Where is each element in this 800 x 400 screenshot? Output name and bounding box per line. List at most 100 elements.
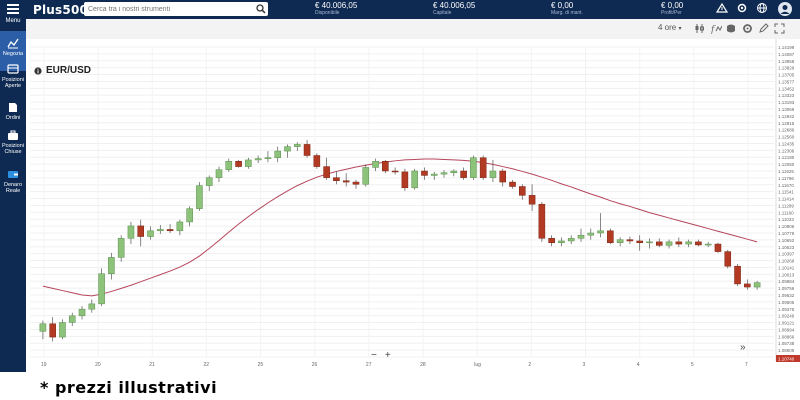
y-tick-label: 1.13323	[778, 93, 795, 98]
candle-body	[59, 322, 66, 338]
globe-icon[interactable]	[756, 2, 768, 14]
candle-body	[352, 181, 360, 185]
y-tick-label: 1.09884	[778, 279, 795, 284]
candle-body	[695, 241, 702, 246]
candle-body	[744, 283, 751, 288]
y-tick-label: 1.12306	[778, 148, 795, 153]
candle-body	[147, 230, 154, 237]
app-frame: Plus500 € 40.006,05 Disponibile € 40.006…	[0, 0, 800, 372]
timeframe-select[interactable]: 4 ore ▾	[658, 23, 681, 32]
search-input[interactable]	[84, 2, 268, 16]
candle-body	[362, 167, 370, 185]
x-tick-label: 28	[420, 362, 426, 368]
sidebar-item-label: Posizioni Aperte	[1, 77, 24, 89]
candle-body	[646, 241, 653, 244]
y-tick-label: 1.12180	[778, 155, 795, 160]
chart-toolbar: 4 ore ▾ f	[26, 19, 800, 39]
sidebar-item-label: Posizioni Chiuse	[1, 143, 24, 155]
y-tick-label: 1.13069	[778, 107, 795, 112]
scroll-right-button[interactable]: »	[740, 342, 746, 353]
account-avatar-icon[interactable]	[777, 1, 793, 17]
y-tick-label: 1.08738	[778, 341, 795, 346]
candle-body	[108, 257, 115, 274]
sidebar-item-open-positions[interactable]: Posizioni Aperte	[0, 57, 26, 97]
drawing-tools-icon[interactable]	[726, 23, 737, 34]
zoom-out-button[interactable]: −	[371, 350, 377, 361]
positions-icon	[7, 64, 19, 74]
candle-body	[714, 243, 722, 252]
candle-body	[577, 234, 585, 239]
sidebar-item-real-money[interactable]: Denaro Reale	[0, 162, 26, 202]
sidebar-item-label: Ordini	[5, 115, 21, 121]
x-tick-label: 27	[366, 362, 372, 368]
chart-type-icon[interactable]	[694, 23, 705, 34]
stat-value: € 0,00	[661, 1, 684, 10]
stat-label: Disponibile	[315, 10, 340, 16]
candle-body	[655, 241, 663, 246]
footer-note: * prezzi illustrativi	[40, 378, 218, 397]
candle-body	[479, 157, 487, 178]
candle-body	[607, 230, 614, 243]
candle-body	[685, 241, 692, 245]
stat-value: € 40.006,05	[433, 1, 476, 10]
candle-body	[665, 241, 673, 246]
y-tick-label: 1.09756	[778, 286, 795, 291]
y-tick-label: 1.12942	[778, 114, 795, 119]
y-tick-label: 1.12050	[778, 162, 795, 167]
y-tick-label: 1.11670	[778, 183, 794, 188]
chart-settings-icon[interactable]	[742, 23, 753, 34]
candle-body	[616, 239, 624, 243]
y-tick-label: 1.13958	[778, 59, 795, 64]
top-bar: Plus500 € 40.006,05 Disponibile € 40.006…	[0, 0, 800, 19]
hamburger-icon	[7, 12, 19, 14]
y-tick-label: 1.10779	[778, 231, 795, 236]
fullscreen-icon[interactable]	[774, 23, 785, 34]
info-icon[interactable]	[34, 66, 42, 75]
y-tick-label: 1.13829	[778, 66, 795, 71]
chart-plot[interactable]: 1.14199 1.14087 1.13958 1.13829 1.13705 1.135…	[26, 39, 800, 372]
alert-icon[interactable]	[716, 2, 728, 14]
candle-body	[284, 146, 291, 152]
candle-body	[235, 161, 242, 167]
settings-icon[interactable]	[736, 2, 748, 14]
x-tick-label: 25	[258, 362, 264, 368]
x-tick-label: 21	[149, 362, 155, 368]
stat-label: Profit/Per	[661, 10, 682, 16]
y-tick-label: 1.11925	[778, 169, 794, 174]
candle-body	[372, 161, 379, 168]
sidebar-item-label: Denaro Reale	[3, 182, 23, 194]
sidebar-item-orders[interactable]: Ordini	[0, 95, 26, 135]
y-tick-label: 1.09375	[778, 307, 795, 312]
hamburger-icon	[7, 4, 19, 6]
candle-body	[391, 170, 399, 173]
candle-body	[333, 177, 340, 181]
candle-body	[274, 150, 281, 158]
pencil-icon[interactable]	[758, 23, 769, 34]
y-tick-label: 1.10013	[778, 272, 795, 277]
y-tick-label: 1.09246	[778, 314, 795, 319]
candle-body	[205, 177, 213, 186]
y-tick-label: 1.13193	[778, 100, 795, 105]
y-tick-label: 1.10523	[778, 245, 795, 250]
sidebar-item-label: Negozia	[2, 51, 24, 57]
y-tick-label: 1.11541	[778, 190, 794, 195]
search-icon[interactable]	[256, 4, 266, 14]
candle-body	[470, 157, 477, 178]
stat-label: Marg. di mant.	[551, 10, 583, 16]
chevron-down-icon: ▾	[678, 26, 682, 32]
instrument-name: EUR/USD	[46, 65, 92, 76]
candle-body	[196, 185, 203, 209]
sidebar-item-closed-positions[interactable]: Posizioni Chiuse	[0, 123, 26, 163]
candle-body	[538, 203, 546, 239]
menu-button[interactable]: Menu	[0, 0, 26, 26]
sidebar-item-trade[interactable]: Negozia	[0, 31, 26, 71]
indicators-icon[interactable]: f	[711, 23, 722, 34]
stat-maintenance-margin: € 0,00 Marg. di mant.	[551, 1, 583, 16]
candle-body	[489, 170, 497, 178]
candle-body	[303, 144, 311, 156]
zoom-in-button[interactable]: +	[384, 350, 391, 361]
candle-body	[127, 225, 135, 239]
candle-body	[567, 238, 575, 242]
candlestick-chart[interactable]: 1.14199 1.14087 1.13958 1.13829 1.137051.135…	[26, 39, 800, 372]
candle-body	[78, 308, 86, 317]
